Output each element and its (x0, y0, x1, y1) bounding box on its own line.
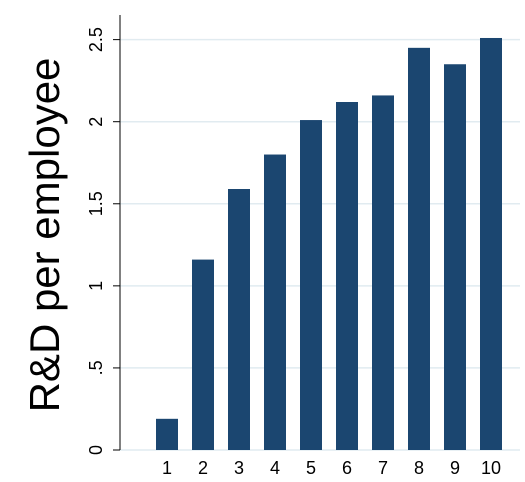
x-tick-label: 10 (481, 458, 501, 478)
y-tick-label: 0 (86, 445, 106, 455)
x-tick-label: 8 (414, 458, 424, 478)
y-tick-label: .5 (86, 360, 106, 375)
x-tick-label: 3 (234, 458, 244, 478)
x-tick-label: 4 (270, 458, 280, 478)
y-tick-label: 2.5 (86, 27, 106, 52)
y-axis-label: R&D per employee (21, 58, 68, 413)
bar (480, 37, 502, 450)
bar (336, 102, 358, 450)
bar (408, 47, 430, 450)
x-tick-label: 1 (162, 458, 172, 478)
bar (228, 189, 250, 450)
x-tick-label: 5 (306, 458, 316, 478)
x-tick-label: 7 (378, 458, 388, 478)
x-tick-label: 9 (450, 458, 460, 478)
x-tick-label: 6 (342, 458, 352, 478)
bar (192, 259, 214, 450)
y-tick-label: 1 (86, 281, 106, 291)
y-tick-label: 2 (86, 117, 106, 127)
bar (444, 64, 466, 450)
bar (300, 120, 322, 450)
y-tick-label: 1.5 (86, 191, 106, 216)
x-tick-label: 2 (198, 458, 208, 478)
bar (264, 154, 286, 450)
bar (372, 95, 394, 450)
bar (156, 418, 178, 450)
